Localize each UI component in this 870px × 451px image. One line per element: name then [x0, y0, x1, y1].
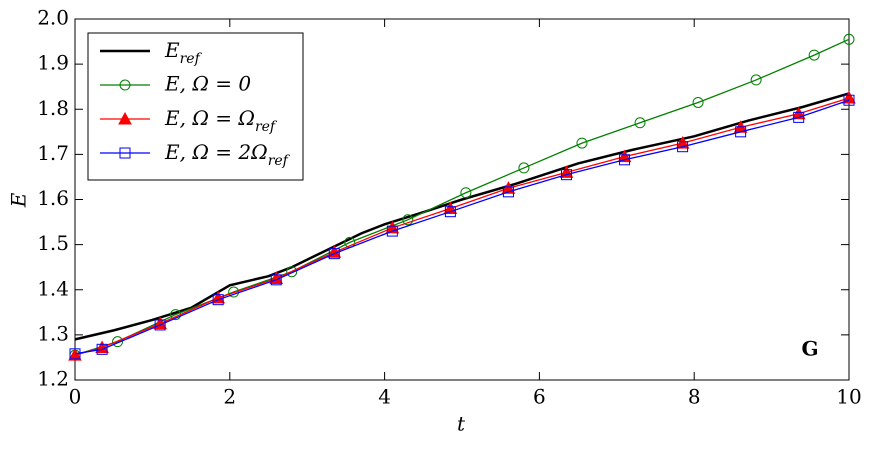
legend-label: E, Ω = Ωref	[164, 106, 278, 136]
marker	[843, 94, 855, 106]
y-tick-label: 1.7	[37, 141, 69, 165]
marker	[808, 49, 820, 61]
marker	[750, 74, 762, 86]
marker	[677, 141, 689, 153]
marker	[118, 111, 132, 125]
y-tick-label: 1.3	[37, 321, 69, 345]
marker	[270, 274, 282, 286]
marker	[502, 186, 514, 198]
y-tick-label: 2.0	[37, 6, 69, 30]
marker	[154, 319, 166, 331]
y-tick-label: 1.2	[37, 367, 69, 391]
marker	[843, 33, 855, 45]
legend-label: E, Ω = 2Ωref	[164, 140, 291, 170]
marker	[69, 348, 81, 360]
annotation: G	[801, 337, 818, 361]
x-tick-label: 0	[69, 385, 82, 409]
y-tick-label: 1.5	[37, 231, 69, 255]
marker	[560, 169, 572, 181]
marker	[212, 294, 224, 306]
marker	[692, 96, 704, 108]
marker	[96, 343, 108, 355]
y-tick-label: 1.4	[37, 276, 69, 300]
legend-box	[87, 32, 304, 181]
marker	[402, 214, 414, 226]
y-tick-label: 1.6	[37, 186, 69, 210]
marker	[559, 165, 574, 178]
x-tick-label: 8	[688, 385, 701, 409]
marker	[68, 348, 82, 361]
marker	[119, 79, 131, 91]
marker	[619, 154, 631, 166]
marker	[211, 290, 226, 304]
y-tick-label: 1.8	[37, 96, 69, 120]
marker	[842, 90, 856, 104]
series-line	[74, 99, 850, 355]
marker	[793, 111, 805, 123]
x-tick-label: 2	[223, 385, 236, 409]
marker	[112, 336, 124, 348]
marker	[286, 266, 298, 278]
legend-label: Eref	[164, 38, 203, 68]
series-line	[74, 38, 850, 356]
x-tick-label: 10	[836, 385, 861, 409]
marker	[386, 225, 398, 237]
marker	[119, 147, 131, 159]
marker	[328, 248, 340, 260]
x-tick-label: 4	[378, 385, 391, 409]
legend-label: E, Ω = 0	[164, 72, 251, 96]
marker	[444, 206, 456, 218]
marker	[518, 162, 530, 174]
x-axis-label: t	[457, 412, 466, 436]
marker	[735, 126, 747, 138]
y-tick-label: 1.9	[37, 51, 69, 75]
marker	[460, 187, 472, 199]
x-tick-label: 6	[533, 385, 546, 409]
marker	[576, 137, 588, 149]
marker	[634, 117, 646, 129]
y-axis-label: E	[7, 192, 31, 208]
